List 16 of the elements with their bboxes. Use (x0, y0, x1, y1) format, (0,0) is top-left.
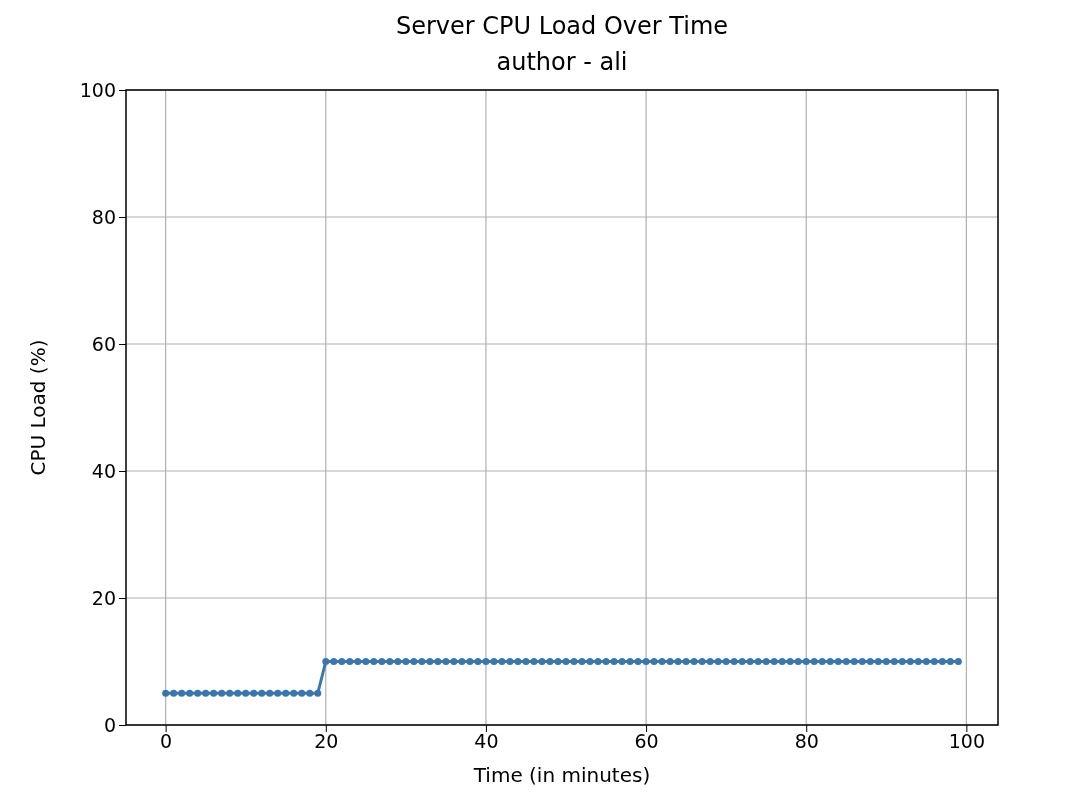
y-axis-title: CPU Load (%) (26, 339, 50, 476)
y-tick-label: 80 (91, 205, 116, 228)
chart-subtitle: author - ali (496, 48, 628, 76)
y-tick-label: 60 (91, 332, 116, 355)
y-tick-label: 40 (91, 459, 116, 482)
x-axis-title: Time (in minutes) (472, 763, 651, 787)
x-tick-label: 20 (314, 730, 339, 753)
x-tick-label: 100 (948, 730, 985, 753)
x-tick-label: 60 (634, 730, 659, 753)
x-tick-label: 0 (160, 730, 173, 753)
x-tick-label: 40 (474, 730, 499, 753)
y-tick-label: 0 (103, 713, 116, 736)
x-tick-label: 80 (794, 730, 819, 753)
y-tick-label: 20 (91, 586, 116, 609)
chart-title: Server CPU Load Over Time (395, 12, 729, 40)
y-tick-label: 100 (79, 78, 116, 101)
